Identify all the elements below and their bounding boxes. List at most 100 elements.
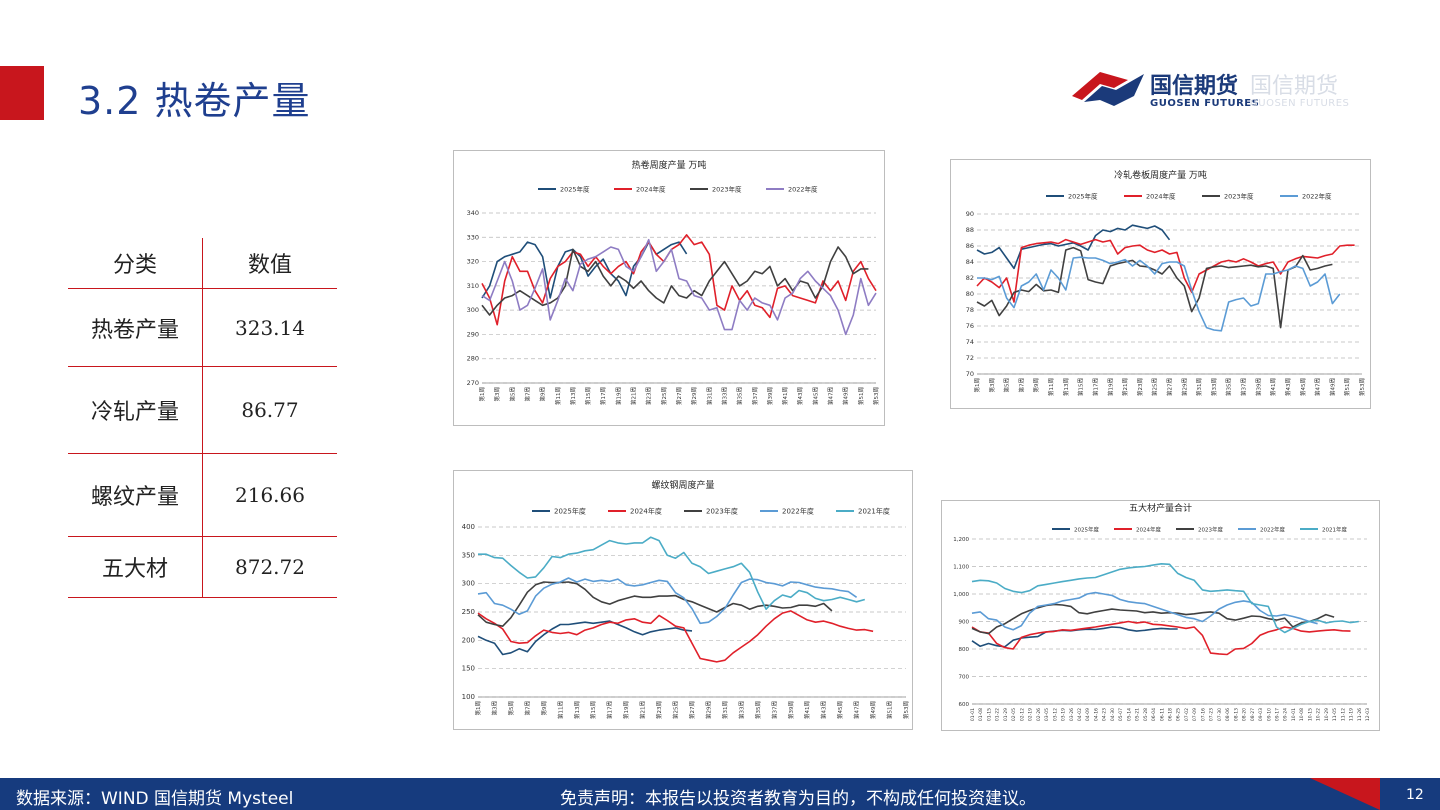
y-tick-label: 200 — [462, 636, 475, 644]
hrc-chart-svg: 热卷周度产量 万吨 2025年度 2024年度 2023年度 2022年度 270 280 2… — [467, 159, 880, 405]
x-tick-label: 第13周 — [1062, 378, 1070, 396]
legend-label: 2022年度 — [1260, 526, 1285, 534]
x-tick-label: 09-03 — [1258, 708, 1264, 721]
rebar-chart-svg: 螺纹钢周度产量 2025年度 2024年度 2023年度 2022年度 2021年度 100… — [462, 479, 910, 719]
x-tick-label: 05-14 — [1126, 708, 1132, 721]
x-tick-label: 第25周 — [672, 701, 680, 719]
y-tick-label: 84 — [966, 258, 974, 266]
x-tick-label: 第17周 — [599, 387, 607, 405]
x-tick-label: 第41周 — [781, 387, 789, 405]
x-tick-label: 第49周 — [1328, 378, 1336, 396]
series-line-2021年度 — [478, 536, 866, 610]
x-tick-label: 05-21 — [1135, 708, 1141, 721]
x-tick-label: 11-12 — [1340, 708, 1346, 721]
x-tick-label: 08-13 — [1233, 708, 1239, 721]
x-tick-label: 第27周 — [688, 701, 696, 719]
table-cell-value: 323.14 — [202, 288, 337, 367]
series-line-2024年度 — [976, 238, 1355, 303]
y-tick-label: 800 — [959, 647, 970, 653]
x-tick-label: 第33周 — [737, 701, 745, 719]
x-tick-label: 第37周 — [751, 387, 759, 405]
x-tick-label: 第1周 — [973, 378, 981, 393]
chart-title: 冷轧卷板周度产量 万吨 — [1114, 169, 1207, 181]
y-tick-label: 86 — [966, 242, 974, 250]
x-tick-label: 第45周 — [1299, 378, 1307, 396]
series-line-2024年度 — [481, 234, 877, 326]
logo-text-en: GUOSEN FUTURES — [1150, 98, 1260, 109]
x-tick-label: 第15周 — [1077, 378, 1085, 396]
series-line-2023年度 — [976, 246, 1333, 329]
legend-label: 2025年度 — [1074, 526, 1099, 534]
x-tick-label: 第29周 — [1180, 378, 1188, 396]
x-tick-label: 第53周 — [902, 701, 910, 719]
y-tick-label: 900 — [959, 620, 970, 626]
y-tick-label: 250 — [462, 608, 475, 616]
x-tick-label: 第49周 — [869, 701, 877, 719]
x-tick-label: 第27周 — [1166, 378, 1174, 396]
chart-title: 螺纹钢周度产量 — [651, 479, 714, 491]
data-source-note: 数据来源：WIND 国信期货 Mysteel — [16, 789, 294, 809]
x-tick-label: 第21周 — [630, 387, 638, 405]
x-tick-label: 01-01 — [970, 708, 976, 721]
rebar-weekly-output-chart: 螺纹钢周度产量 2025年度 2024年度 2023年度 2022年度 2021年度 100… — [453, 470, 913, 730]
legend-label: 2023年度 — [706, 507, 738, 516]
x-tick-label: 06-18 — [1168, 708, 1174, 721]
x-tick-label: 01-22 — [995, 708, 1001, 721]
x-tick-label: 第43周 — [820, 701, 828, 719]
x-tick-label: 04-16 — [1093, 708, 1099, 721]
x-tick-label: 08-20 — [1242, 708, 1248, 721]
table-cell-value: 216.66 — [202, 453, 337, 537]
series-line-2023年度 — [477, 581, 833, 627]
x-tick-label: 第25周 — [660, 387, 668, 405]
footer-accent-triangle — [1310, 778, 1380, 810]
x-tick-label: 第9周 — [539, 387, 547, 402]
x-tick-label: 第5周 — [508, 387, 516, 402]
y-tick-label: 340 — [467, 209, 479, 217]
x-tick-label: 第7周 — [523, 701, 531, 716]
x-tick-label: 07-30 — [1217, 708, 1223, 721]
y-tick-label: 280 — [467, 355, 479, 363]
five-materials-output-chart: 五大材产量合计 2025年度 2024年度 2023年度 2022年度 2021年度 600… — [941, 500, 1380, 731]
y-tick-label: 600 — [959, 702, 970, 708]
x-tick-label: 10-22 — [1316, 708, 1322, 721]
y-tick-label: 320 — [467, 258, 479, 266]
legend-label: 2024年度 — [636, 185, 666, 194]
x-tick-label: 10-08 — [1299, 708, 1305, 721]
y-tick-label: 300 — [467, 306, 479, 314]
x-tick-label: 第45周 — [836, 701, 844, 719]
x-tick-label: 第35周 — [736, 387, 744, 405]
x-tick-label: 第51周 — [1343, 378, 1351, 396]
x-tick-label: 第33周 — [1210, 378, 1218, 396]
y-tick-label: 72 — [966, 354, 974, 362]
x-tick-label: 第53周 — [872, 387, 880, 405]
legend-label: 2024年度 — [1136, 526, 1161, 534]
x-tick-label: 01-29 — [1003, 708, 1009, 721]
page-number: 12 — [1406, 787, 1424, 803]
x-tick-label: 09-17 — [1274, 708, 1280, 721]
table-header-value: 数值 — [202, 238, 337, 289]
x-tick-label: 02-05 — [1011, 708, 1017, 721]
chart-title: 五大材产量合计 — [1129, 502, 1192, 514]
y-tick-label: 350 — [462, 551, 475, 559]
x-tick-label: 第27周 — [675, 387, 683, 405]
x-tick-label: 第17周 — [1091, 378, 1099, 396]
hrc-weekly-output-chart: 热卷周度产量 万吨 2025年度 2024年度 2023年度 2022年度 270 280 2… — [453, 150, 885, 426]
title-accent-block — [0, 66, 44, 120]
x-tick-label: 第5周 — [1003, 378, 1011, 393]
x-tick-label: 第45周 — [811, 387, 819, 405]
y-tick-label: 90 — [966, 210, 974, 218]
x-tick-label: 04-09 — [1085, 708, 1091, 721]
legend-label: 2022年度 — [782, 507, 814, 516]
x-tick-label: 10-15 — [1307, 708, 1313, 721]
logo-text-cn: 国信期货 — [1150, 74, 1239, 99]
table-cell-value: 86.77 — [202, 366, 337, 454]
x-tick-label: 11-05 — [1332, 708, 1338, 721]
x-tick-label: 04-02 — [1077, 708, 1083, 721]
x-tick-label: 10-01 — [1291, 708, 1297, 721]
x-tick-label: 07-16 — [1200, 708, 1206, 721]
x-tick-label: 第7周 — [1017, 378, 1025, 393]
series-line-2022年度 — [977, 256, 1341, 332]
series-line-2022年度 — [477, 577, 858, 625]
x-tick-label: 第3周 — [493, 387, 501, 402]
series-line-2024年度 — [971, 620, 1351, 656]
